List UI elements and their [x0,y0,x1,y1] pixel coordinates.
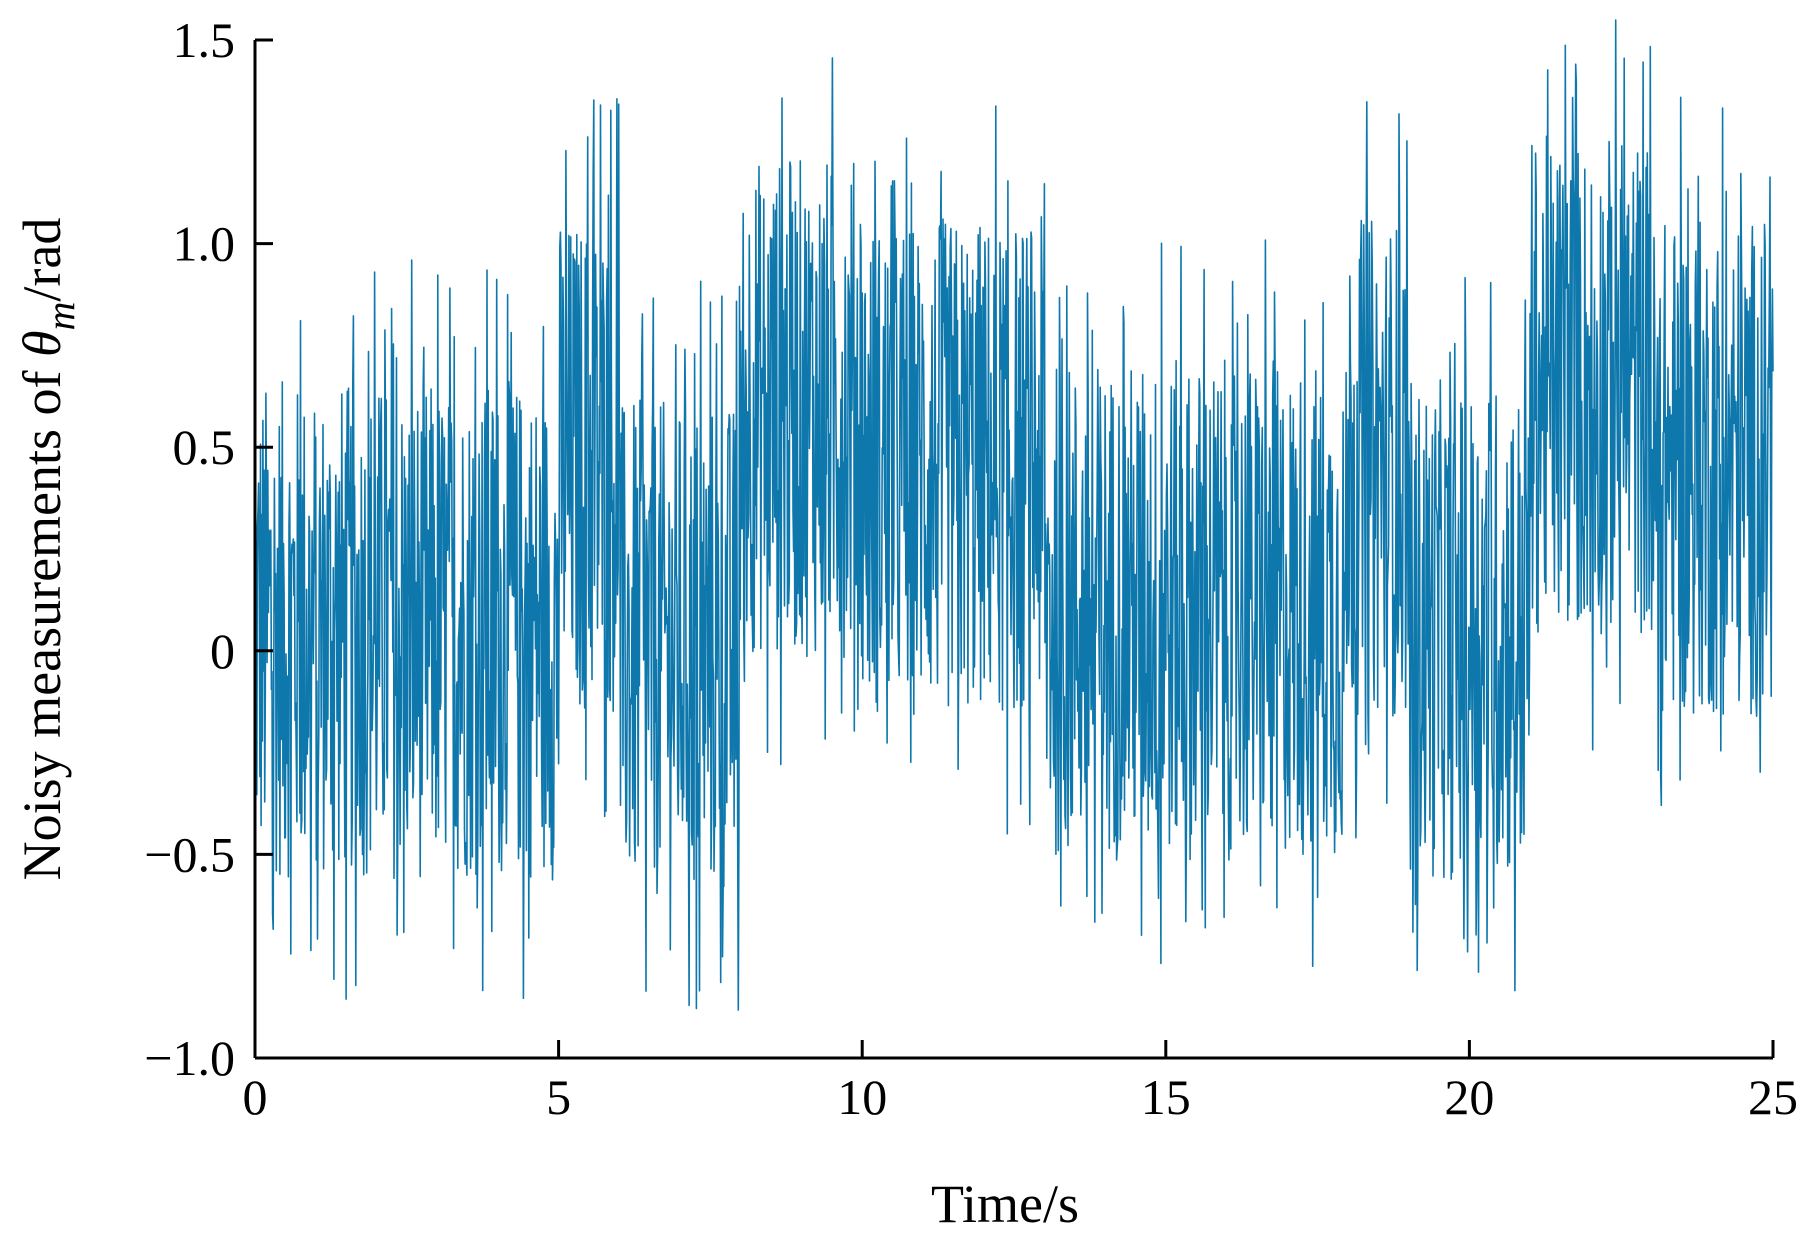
y-axis-title-subscript: m [38,302,83,331]
y-tick-label: 1.5 [173,12,236,68]
y-axis-title: Noisy measurements of θm/rad [12,218,83,881]
y-tick-label: −1.0 [144,1030,235,1086]
y-tick-label: 0.5 [173,419,236,475]
x-ticks: 0 5 10 15 20 25 [243,1040,1798,1125]
x-tick-label: 25 [1748,1069,1798,1125]
plot-area [254,19,1774,1011]
y-tick-label: 1.0 [173,216,236,272]
axes [253,40,1773,1060]
y-axis-title-symbol: θ [12,330,72,357]
measurement-series-line [254,19,1774,1011]
y-axis-title-suffix: /rad [12,218,72,302]
y-axis-title-prefix: Noisy measurements of [12,357,72,880]
x-axis-title: Time/s [931,1174,1079,1234]
x-tick-label: 10 [837,1069,887,1125]
x-tick-label: 15 [1141,1069,1191,1125]
x-tick-label: 0 [243,1069,268,1125]
x-tick-label: 5 [546,1069,571,1125]
y-tick-label: −0.5 [144,826,235,882]
y-tick-label: 0 [210,623,235,679]
x-tick-label: 20 [1444,1069,1494,1125]
y-ticks: −1.0 −0.5 0 0.5 1.0 1.5 [144,12,273,1086]
